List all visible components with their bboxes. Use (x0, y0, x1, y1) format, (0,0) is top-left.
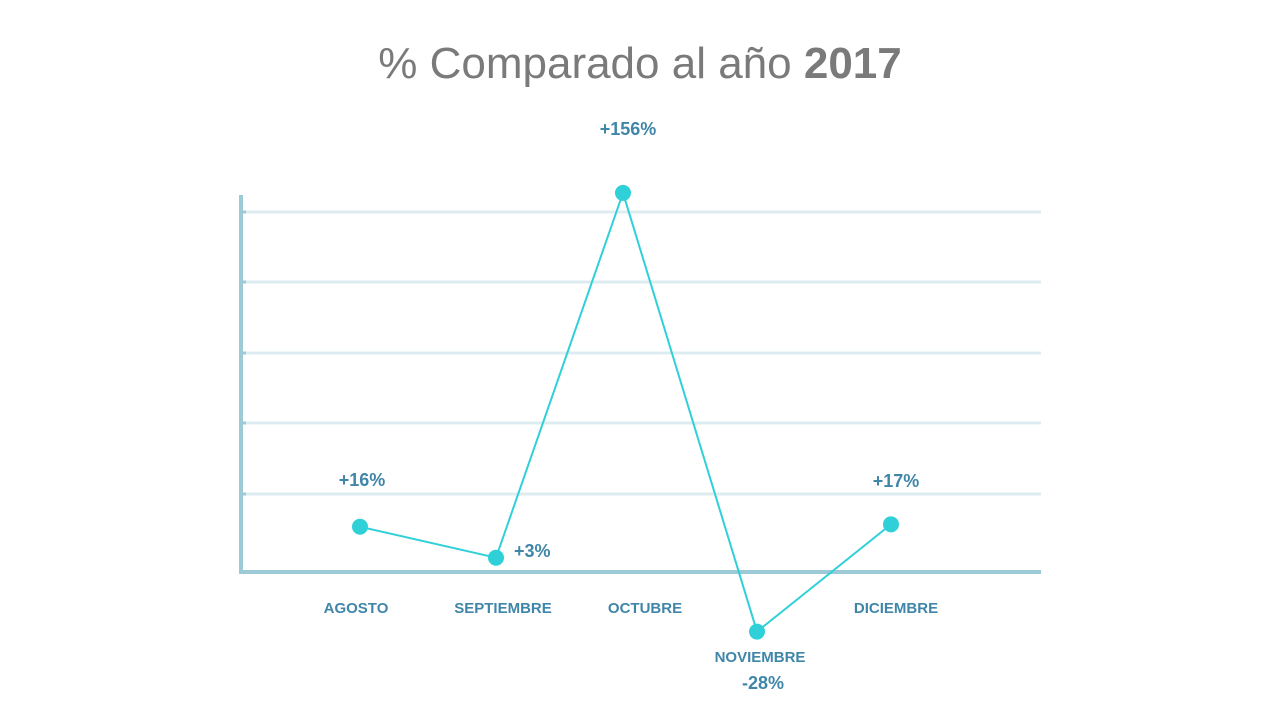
x-tick-label-octubre: OCTUBRE (608, 600, 682, 617)
grid-lines (241, 210, 1041, 496)
chart-title-prefix: % Comparado al año (378, 39, 792, 88)
data-label-noviembre: -28% (742, 673, 784, 693)
series-line-group (359, 191, 892, 633)
x-tick-labels: AGOSTO SEPTIEMBRE OCTUBRE NOVIEMBRE DICIEMBR… (324, 600, 938, 666)
x-tick-label-agosto: AGOSTO (324, 600, 389, 617)
x-tick-label-septiembre: SEPTIEMBRE (454, 600, 552, 617)
data-point-agosto (352, 518, 368, 535)
data-label-octubre: +156% (600, 119, 657, 139)
data-point-diciembre (883, 516, 899, 533)
chart-title-year: 2017 (803, 39, 902, 88)
data-label-diciembre: +17% (873, 471, 920, 491)
data-point-septiembre (488, 549, 504, 566)
data-point-noviembre (749, 623, 765, 640)
series-line (359, 191, 892, 633)
x-tick-label-diciembre: DICIEMBRE (854, 600, 938, 617)
data-label-septiembre: +3% (514, 541, 551, 561)
chart-title: % Comparado al año 2017 (0, 36, 1280, 92)
data-points (352, 184, 899, 640)
data-point-octubre (615, 184, 631, 201)
data-label-agosto: +16% (339, 470, 386, 490)
axes (239, 195, 1041, 574)
data-labels: +16% +3% +156% -28% +17% (339, 119, 920, 693)
x-tick-label-noviembre: NOVIEMBRE (715, 649, 806, 666)
